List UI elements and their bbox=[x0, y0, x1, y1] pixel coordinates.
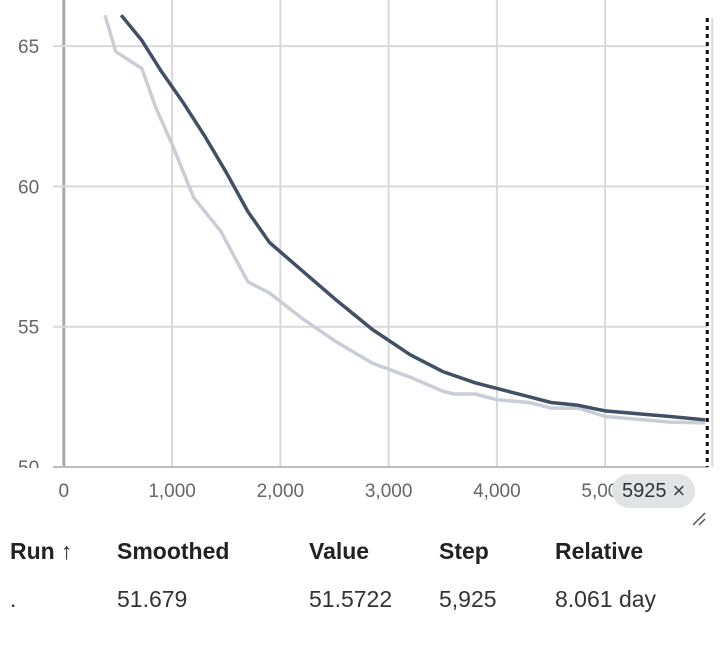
y-tick-label: 60 bbox=[18, 177, 39, 198]
table-row: . 51.679 51.5722 5,925 8.061 day bbox=[0, 582, 724, 622]
sort-arrow-icon: ↑ bbox=[60, 538, 73, 564]
header-run-label: Run bbox=[10, 538, 55, 564]
x-tick-label: 1,000 bbox=[148, 481, 196, 502]
x-tick-labels: 0 1,000 2,000 3,000 4,000 5,000 bbox=[59, 481, 629, 502]
header-value[interactable]: Value bbox=[309, 538, 370, 564]
cell-relative: 8.061 day bbox=[555, 586, 657, 612]
header-smoothed[interactable]: Smoothed bbox=[117, 538, 230, 564]
cell-step: 5,925 bbox=[439, 586, 497, 612]
y-tick-labels: 50556065 bbox=[0, 37, 50, 482]
step-cursor-chip[interactable]: 5925 × bbox=[612, 474, 696, 508]
step-cursor-label: 5925 bbox=[622, 479, 667, 502]
header-relative[interactable]: Relative bbox=[555, 538, 644, 564]
cell-run: . bbox=[10, 586, 17, 612]
series-line-1 bbox=[119, 14, 706, 422]
x-tick-label: 3,000 bbox=[365, 481, 413, 502]
resize-handle-icon[interactable] bbox=[690, 510, 706, 526]
series-line-0 bbox=[103, 14, 706, 425]
cell-value: 51.5722 bbox=[309, 586, 393, 612]
header-step[interactable]: Step bbox=[439, 538, 489, 564]
y-tick-label: 65 bbox=[18, 37, 39, 58]
cell-smoothed: 51.679 bbox=[117, 586, 188, 612]
x-tick-label: 2,000 bbox=[257, 481, 305, 502]
table-header-row: Run ↑ Smoothed Value Step Relative bbox=[0, 534, 724, 574]
y-tick-label: 55 bbox=[18, 318, 39, 339]
y-label-mask bbox=[0, 468, 50, 482]
grid-lines bbox=[53, 0, 714, 467]
header-run[interactable]: Run ↑ bbox=[10, 538, 72, 565]
x-tick-label: 0 bbox=[59, 481, 70, 502]
series-lines bbox=[103, 14, 706, 425]
close-icon[interactable]: × bbox=[672, 478, 686, 503]
x-tick-label: 4,000 bbox=[473, 481, 521, 502]
